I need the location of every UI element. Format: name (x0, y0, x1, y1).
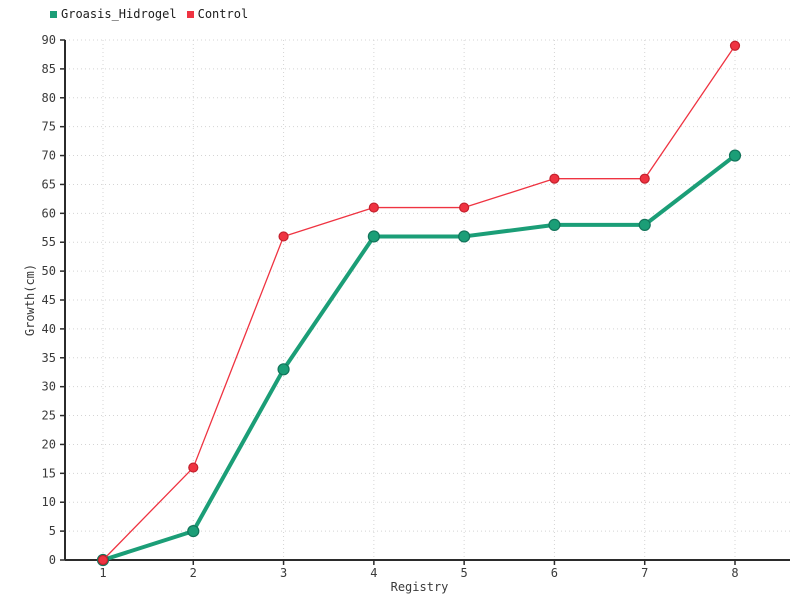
x-axis-label: Registry (391, 580, 449, 594)
data-point-groasis_hidrogel (187, 525, 200, 538)
x-tick-label: 1 (99, 566, 106, 580)
data-point-control (278, 231, 289, 242)
data-point-control (459, 202, 470, 213)
y-tick-label: 90 (42, 33, 56, 47)
y-tick-label: 35 (42, 351, 56, 365)
data-point-control (729, 40, 741, 51)
x-tick-label: 2 (190, 566, 197, 580)
y-tick-label: 50 (42, 264, 56, 278)
legend-swatch-groasis-icon (50, 10, 57, 18)
y-tick-label: 15 (42, 466, 56, 480)
y-tick-label: 5 (49, 524, 56, 538)
y-tick-label: 0 (49, 553, 56, 567)
data-point-groasis_hidrogel (277, 363, 290, 376)
legend-swatch-control-icon (186, 10, 194, 18)
y-tick-label: 45 (42, 293, 56, 307)
x-tick-label: 6 (551, 566, 558, 580)
y-tick-label: 25 (42, 409, 56, 423)
legend-item-groasis-hidrogel[interactable]: Groasis_Hidrogel (50, 7, 177, 21)
legend-item-control[interactable]: Control (186, 7, 249, 21)
chart-legend: Groasis_Hidrogel Control (50, 7, 248, 21)
data-point-control (639, 173, 650, 184)
x-tick-label: 3 (280, 566, 287, 580)
y-tick-label: 30 (42, 380, 56, 394)
y-tick-label: 10 (42, 495, 56, 509)
series-line-groasis_hidrogel (102, 153, 737, 562)
data-point-groasis_hidrogel (728, 149, 742, 162)
y-tick-label: 85 (42, 62, 56, 76)
y-tick-label: 55 (42, 235, 56, 249)
data-point-groasis_hidrogel (548, 218, 561, 231)
data-point-control (368, 202, 379, 213)
data-point-control (188, 462, 199, 473)
data-point-groasis_hidrogel (367, 230, 380, 243)
data-point-groasis_hidrogel (458, 230, 471, 243)
series-line-control (102, 45, 736, 561)
x-tick-label: 4 (370, 566, 377, 580)
y-tick-label: 60 (42, 206, 56, 220)
data-point-control (549, 173, 560, 184)
y-tick-label: 70 (42, 149, 56, 163)
x-tick-label: 7 (641, 566, 648, 580)
x-tick-label: 5 (461, 566, 468, 580)
y-tick-label: 80 (42, 91, 56, 105)
y-axis-label: Growth(cm) (23, 264, 37, 336)
y-tick-label: 40 (42, 322, 56, 336)
legend-label-control: Control (197, 7, 249, 21)
y-tick-label: 20 (42, 437, 56, 451)
y-tick-label: 65 (42, 177, 56, 191)
y-tick-label: 75 (42, 120, 56, 134)
x-tick-label: 8 (731, 566, 738, 580)
data-point-control (97, 554, 109, 566)
legend-label-groasis: Groasis_Hidrogel (61, 7, 177, 21)
data-point-groasis_hidrogel (638, 218, 651, 231)
